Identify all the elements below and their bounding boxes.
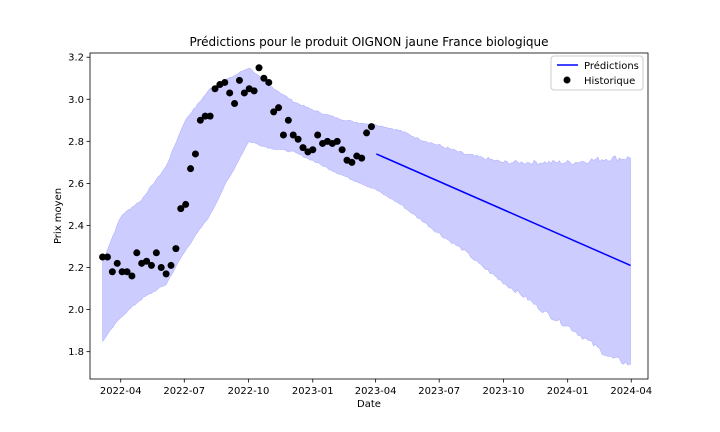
- axes-frame: [89, 52, 649, 380]
- historique-point: [314, 131, 322, 139]
- historique-point: [221, 78, 229, 86]
- x-axis-label: Date: [357, 399, 381, 410]
- historique-point: [133, 249, 141, 257]
- historique-point: [103, 253, 111, 261]
- historique-point: [167, 261, 175, 269]
- historique-point: [289, 131, 297, 139]
- historique-point: [118, 268, 126, 276]
- historique-point: [333, 137, 341, 145]
- legend-label-historique: Historique: [584, 76, 635, 87]
- historique-point: [270, 108, 278, 116]
- historique-point: [143, 257, 151, 265]
- prediction-line: [376, 153, 631, 267]
- historique-point: [299, 144, 307, 152]
- x-tick-label: 2024-04: [610, 386, 652, 397]
- y-tick-label: 1.8: [68, 347, 84, 358]
- historique-point: [201, 112, 209, 120]
- y-tick-label: 2.6: [68, 179, 84, 190]
- y-axis-label: Prix moyen: [53, 188, 64, 244]
- historique-point: [250, 87, 258, 95]
- historique-point: [284, 116, 292, 124]
- historique-point: [157, 264, 165, 272]
- historique-point: [294, 135, 302, 143]
- legend-label-predictions: Prédictions: [584, 60, 639, 72]
- historique-point: [367, 123, 375, 131]
- historique-point: [231, 99, 239, 107]
- chart-title: Prédictions pour le produit OIGNON jaune…: [189, 35, 548, 49]
- historique-point: [279, 131, 287, 139]
- legend-marker-swatch: [563, 76, 571, 84]
- x-tick-label: 2024-01: [547, 386, 589, 397]
- historique-point: [255, 64, 263, 72]
- y-tick-label: 3.0: [68, 95, 84, 106]
- x-tick-label: 2023-07: [418, 386, 460, 397]
- historique-point: [177, 205, 185, 213]
- historique-point: [128, 272, 136, 280]
- prediction-interval-band: [102, 67, 631, 366]
- historique-point: [162, 270, 170, 278]
- historique-point: [123, 268, 131, 276]
- axes: 2022-04 2022-07 2022-10 2023-01 2023-04 2023-…: [68, 52, 652, 397]
- legend: Prédictions Historique: [550, 55, 644, 91]
- plot-area: [99, 64, 631, 366]
- historique-point: [172, 245, 180, 253]
- historique-point: [152, 249, 160, 257]
- y-tick-label: 2.2: [68, 263, 84, 274]
- x-tick-label: 2022-07: [163, 386, 205, 397]
- historique-point: [191, 150, 199, 158]
- x-tick-label: 2023-01: [292, 386, 334, 397]
- historique-point: [338, 146, 346, 154]
- x-tick-label: 2023-10: [483, 386, 525, 397]
- historique-point: [265, 78, 273, 86]
- y-tick-label: 3.2: [68, 53, 84, 64]
- historique-point: [182, 200, 190, 208]
- historique-point: [309, 146, 317, 154]
- historique-point: [196, 116, 204, 124]
- x-tick-label: 2022-10: [228, 386, 270, 397]
- historique-point: [108, 268, 116, 276]
- x-tick-label: 2023-04: [355, 386, 397, 397]
- historique-point: [275, 104, 283, 112]
- historique-point: [211, 85, 219, 93]
- y-tick-label: 2.0: [68, 305, 84, 316]
- historique-point: [358, 154, 366, 162]
- historique-point: [226, 89, 234, 97]
- historique-point: [147, 261, 155, 269]
- historique-point: [348, 158, 356, 166]
- historique-point: [99, 253, 107, 261]
- historique-point: [235, 76, 243, 84]
- historique-point: [187, 165, 195, 173]
- historique-point: [260, 74, 268, 82]
- y-tick-label: 2.4: [68, 221, 84, 232]
- historique-point: [113, 259, 121, 267]
- historique-point: [240, 89, 248, 97]
- x-tick-label: 2022-04: [100, 386, 142, 397]
- historique-point: [363, 129, 371, 137]
- y-tick-label: 2.8: [68, 137, 84, 148]
- historique-point: [206, 112, 214, 120]
